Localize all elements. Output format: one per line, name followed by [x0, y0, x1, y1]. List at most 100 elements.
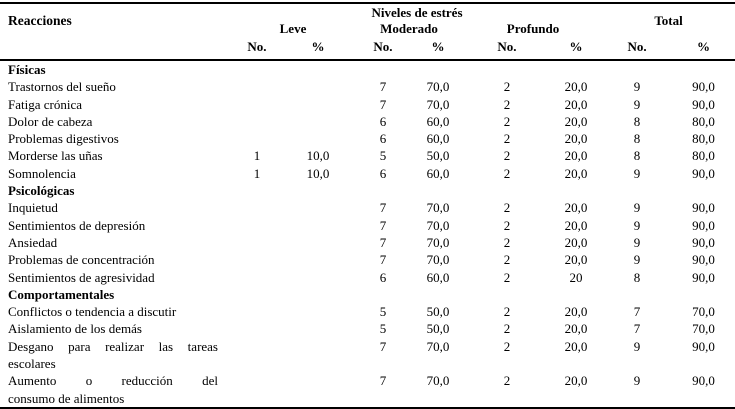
reaction-label: Sentimientos de depresión	[8, 217, 146, 233]
column-header-total: Total	[654, 13, 683, 28]
cell-value: 90,0	[692, 338, 715, 354]
table-body: Físicas Trastornos del sueño 7 70,0 2 20,0 9 90…	[0, 60, 735, 408]
cell-value	[232, 96, 282, 113]
table-row: Sentimientos de agresividad 6 60,0 2 20 8 90,0	[0, 269, 735, 286]
cell-value: 7	[379, 338, 387, 354]
reaction-label: Desgano para realizar las tareas escolare…	[8, 338, 218, 372]
cell-value: 6	[379, 165, 387, 181]
subheader-leve-no: No.	[247, 39, 267, 54]
section-label: Comportamentales	[8, 286, 115, 302]
cell-value: 90,0	[692, 234, 715, 250]
cell-value: 20,0	[564, 304, 588, 320]
cell-value: 2	[503, 79, 511, 95]
cell-value	[550, 182, 602, 199]
cell-value: 80,0	[692, 113, 715, 129]
cell-value: 50,0	[426, 148, 450, 164]
table-row: Ansiedad 7 70,0 2 20,0 9 90,0	[0, 234, 735, 251]
cell-value: 2	[503, 234, 511, 250]
cell-value: 10,0	[306, 148, 330, 164]
cell-value: 2	[503, 304, 511, 320]
table-row: Fatiga crónica 7 70,0 2 20,0 9 90,0	[0, 96, 735, 113]
cell-value	[354, 286, 412, 303]
cell-value: 20,0	[564, 338, 588, 354]
cell-value: 20,0	[564, 321, 588, 337]
cell-value: 9	[633, 234, 641, 250]
subheader-moderado-pct: %	[431, 39, 445, 54]
cell-value: 2	[503, 96, 511, 112]
cell-value	[232, 60, 282, 78]
cell-value: 5	[379, 321, 387, 337]
cell-value: 60,0	[426, 113, 450, 129]
cell-value: 6	[379, 269, 387, 285]
column-header-niveles-de-estres: Niveles de estrés	[371, 4, 463, 20]
cell-value: 20,0	[564, 113, 588, 129]
cell-value: 8	[633, 131, 641, 147]
reaction-label: Conflictos o tendencia a discutir	[8, 304, 177, 320]
cell-value	[464, 182, 550, 199]
cell-value: 20,0	[564, 234, 588, 250]
cell-value	[602, 60, 672, 78]
cell-value: 70,0	[426, 79, 450, 95]
cell-value: 90,0	[692, 165, 715, 181]
cell-value: 80,0	[692, 131, 715, 147]
cell-value	[232, 269, 282, 286]
cell-value: 20,0	[564, 217, 588, 233]
cell-value	[232, 234, 282, 251]
reaction-label: Ansiedad	[8, 234, 58, 250]
cell-value: 7	[633, 304, 641, 320]
cell-value: 90,0	[692, 96, 715, 112]
cell-value: 2	[503, 200, 511, 216]
subheader-leve-pct: %	[311, 39, 325, 54]
reaction-label: Somnolencia	[8, 165, 76, 181]
cell-value: 90,0	[692, 217, 715, 233]
cell-value: 10,0	[306, 165, 330, 181]
cell-value: 2	[503, 148, 511, 164]
cell-value	[232, 251, 282, 268]
section-row: Psicológicas	[0, 182, 735, 199]
cell-value	[672, 286, 735, 303]
cell-value	[672, 60, 735, 78]
cell-value	[282, 286, 354, 303]
cell-value: 20,0	[564, 200, 588, 216]
cell-value: 20,0	[564, 165, 588, 181]
section-label: Físicas	[8, 62, 46, 77]
cell-value	[602, 182, 672, 199]
reaction-label: Aislamiento de los demás	[8, 321, 142, 337]
cell-value: 7	[379, 234, 387, 250]
cell-value	[282, 130, 354, 147]
cell-value: 9	[633, 200, 641, 216]
cell-value: 7	[379, 79, 387, 95]
cell-value: 70,0	[426, 338, 450, 354]
subheader-profundo-no: No.	[497, 39, 517, 54]
cell-value: 90,0	[692, 373, 715, 389]
section-row: Físicas	[0, 60, 735, 78]
cell-value	[354, 182, 412, 199]
table-row: Inquietud 7 70,0 2 20,0 9 90,0	[0, 199, 735, 216]
cell-value: 70,0	[426, 234, 450, 250]
reaction-label: Problemas digestivos	[8, 131, 119, 147]
cell-value: 9	[633, 252, 641, 268]
reaction-label: Dolor de cabeza	[8, 113, 93, 129]
cell-value: 7	[379, 217, 387, 233]
cell-value: 80,0	[692, 148, 715, 164]
reaction-label: Fatiga crónica	[8, 96, 82, 112]
cell-value	[282, 78, 354, 95]
cell-value: 9	[633, 217, 641, 233]
cell-value: 90,0	[692, 252, 715, 268]
table-row: Desgano para realizar las tareas escolare…	[0, 338, 735, 373]
cell-value: 2	[503, 113, 511, 129]
cell-value	[232, 286, 282, 303]
cell-value: 70,0	[426, 96, 450, 112]
table-row: Sentimientos de depresión 7 70,0 2 20,0 9 90,0	[0, 217, 735, 234]
reaction-label: Morderse las uñas	[8, 148, 103, 164]
cell-value: 60,0	[426, 269, 450, 285]
cell-value: 2	[503, 165, 511, 181]
cell-value: 2	[503, 338, 511, 354]
cell-value	[282, 251, 354, 268]
cell-value	[282, 320, 354, 337]
cell-value: 90,0	[692, 79, 715, 95]
column-header-reacciones: Reacciones	[8, 13, 72, 28]
table-header: Reacciones Niveles de estrés Total Leve …	[0, 3, 735, 60]
